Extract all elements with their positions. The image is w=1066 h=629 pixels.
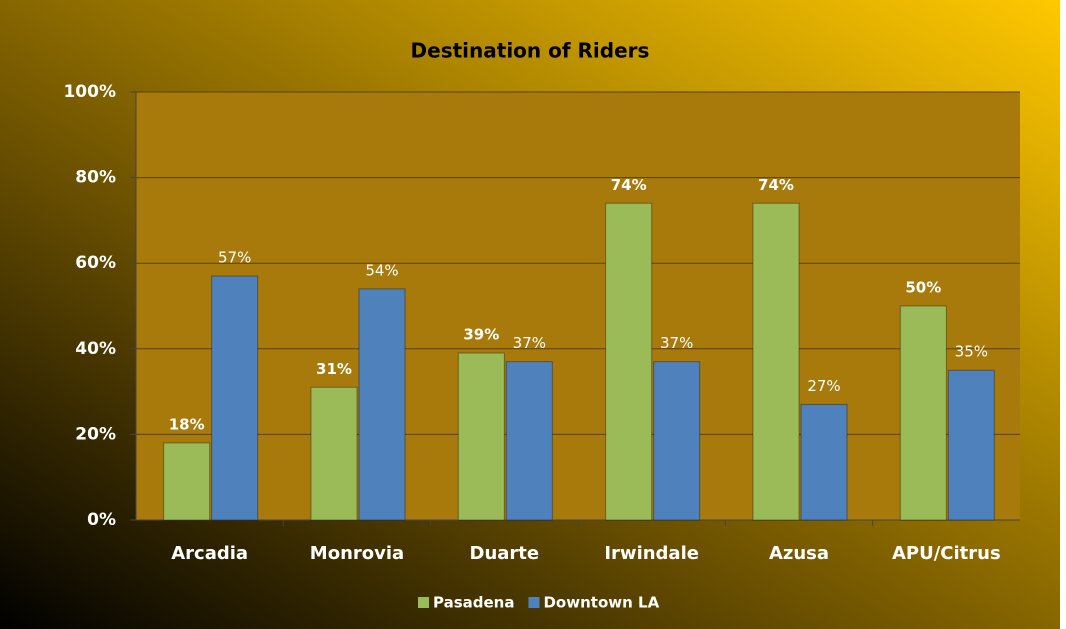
data-label: 74% [611, 176, 647, 194]
x-tick-label: APU/Citrus [892, 543, 1001, 564]
x-tick-label: Monrovia [310, 543, 404, 564]
bar [211, 275, 259, 521]
legend-swatch [418, 597, 429, 608]
chart-title: Destination of Riders [411, 39, 650, 63]
bar [457, 352, 505, 521]
data-label: 50% [905, 279, 941, 297]
data-label: 27% [807, 377, 840, 395]
y-tick-label: 40% [75, 339, 116, 359]
x-tick-label: Irwindale [604, 543, 699, 564]
legend-swatch [528, 597, 540, 608]
data-label: 37% [660, 334, 693, 352]
bar [163, 442, 211, 521]
legend-label: Downtown LA [543, 594, 659, 612]
bar [505, 361, 553, 521]
y-tick-label: 100% [63, 82, 116, 102]
y-tick-label: 60% [75, 253, 116, 273]
data-label: 18% [169, 415, 205, 433]
data-label: 39% [463, 326, 499, 344]
bar [310, 386, 358, 521]
data-label: 74% [758, 176, 794, 194]
data-label: 37% [513, 334, 546, 352]
x-tick-label: Azusa [769, 543, 829, 564]
data-label: 35% [955, 343, 988, 361]
x-tick-label: Duarte [470, 543, 540, 564]
x-tick-label: Arcadia [171, 543, 248, 564]
bar [605, 202, 653, 521]
y-tick-label: 20% [75, 424, 116, 444]
data-label: 57% [218, 249, 251, 267]
bar [800, 403, 848, 521]
bar [358, 288, 406, 521]
bar [653, 361, 701, 521]
y-tick-label: 80% [75, 168, 116, 188]
bar [947, 369, 995, 521]
y-tick-label: 0% [87, 510, 116, 530]
bar [752, 202, 800, 521]
plot-area [136, 92, 1020, 520]
data-label: 54% [365, 261, 398, 279]
data-label: 31% [316, 360, 352, 378]
bar [899, 305, 947, 521]
legend-label: Pasadena [433, 594, 514, 612]
